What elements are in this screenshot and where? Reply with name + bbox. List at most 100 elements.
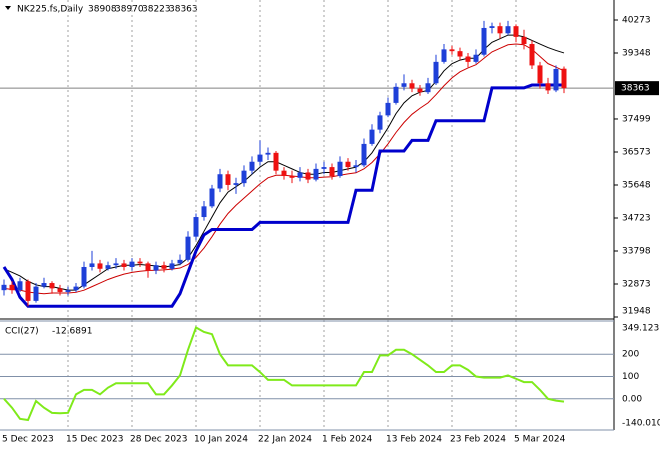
candle-body xyxy=(153,265,159,271)
candle-body xyxy=(297,172,303,178)
candle-body xyxy=(57,288,63,292)
y-tick-label: 34723 xyxy=(622,214,651,224)
price-label: 38363 xyxy=(621,84,650,94)
candle-body xyxy=(449,49,455,52)
candle-body xyxy=(329,167,335,177)
candle-body xyxy=(401,83,407,87)
ohlc-low: 38223 xyxy=(142,5,171,15)
cci-line xyxy=(3,326,565,422)
candle-body xyxy=(353,165,359,168)
ohlc-open: 38908 xyxy=(88,5,117,15)
candle-body xyxy=(81,266,87,287)
candle-body xyxy=(345,161,351,168)
candle-body xyxy=(273,152,279,171)
candle-body xyxy=(217,174,223,189)
indicator-line xyxy=(3,34,565,291)
candle-body xyxy=(441,49,447,62)
candle-body xyxy=(137,261,143,264)
candle-body xyxy=(73,286,79,291)
candle-body xyxy=(9,284,15,291)
candle-body xyxy=(457,51,463,57)
candle-body xyxy=(89,263,95,267)
menu-arrow xyxy=(5,6,11,10)
candle-body xyxy=(169,263,175,269)
candle-body xyxy=(33,286,39,301)
candle-body xyxy=(481,27,487,55)
y-tick-label: 0.00 xyxy=(622,394,642,404)
x-tick-label: 5 Dec 2023 xyxy=(2,435,54,445)
x-tick-label: 1 Feb 2024 xyxy=(322,435,373,445)
candle-body xyxy=(417,88,423,93)
candle-body xyxy=(265,152,271,155)
candle-body xyxy=(393,86,399,103)
candle-body xyxy=(409,83,415,89)
y-tick-label: 100 xyxy=(622,372,639,382)
candle-body xyxy=(545,83,551,91)
candle-body xyxy=(385,102,391,116)
candle-body xyxy=(97,263,103,269)
candle-body xyxy=(361,143,367,166)
candle-body xyxy=(241,170,247,184)
candle-body xyxy=(113,263,119,266)
candle-body xyxy=(553,68,559,91)
candle-body xyxy=(65,290,71,292)
indicator-title: CCI(27) xyxy=(5,327,39,337)
y-tick-label: 200 xyxy=(622,350,639,360)
y-tick-label: 36573 xyxy=(622,148,651,158)
candle-body xyxy=(489,26,495,28)
candle-body xyxy=(49,283,55,289)
symbol-title: NK225.fs,Daily xyxy=(17,5,84,15)
candle-body xyxy=(257,154,263,162)
x-tick-label: 5 Mar 2024 xyxy=(514,435,566,445)
candle-body xyxy=(497,26,503,34)
candle-body xyxy=(161,265,167,269)
candle-body xyxy=(1,284,7,291)
candle-body xyxy=(337,161,343,177)
candle-body xyxy=(513,26,519,37)
candle-body xyxy=(465,56,471,62)
candle-body xyxy=(529,44,535,66)
candle-body xyxy=(145,263,151,271)
candle-body xyxy=(313,168,319,180)
y-tick-label: 33798 xyxy=(622,247,651,257)
candle-body xyxy=(201,206,207,218)
x-tick-label: 13 Feb 2024 xyxy=(386,435,442,445)
y-tick-label: 40273 xyxy=(622,16,651,26)
y-tick-label: 349.1237 xyxy=(622,324,660,334)
candle-body xyxy=(369,129,375,144)
candle-body xyxy=(209,188,215,207)
candle-body xyxy=(249,161,255,171)
candle-body xyxy=(377,115,383,130)
candle-body xyxy=(537,65,543,84)
y-tick-label: -140.010 xyxy=(622,419,660,429)
candle-body xyxy=(233,183,239,185)
y-tick-label: 37499 xyxy=(622,114,651,124)
candle-body xyxy=(281,170,287,177)
candle-body xyxy=(185,236,191,260)
indicator-value: -12.6891 xyxy=(52,327,92,337)
candle-body xyxy=(521,36,527,45)
candle-body xyxy=(41,283,47,287)
candle-body xyxy=(25,281,31,301)
price-label-box xyxy=(615,81,659,96)
candle-body xyxy=(225,174,231,185)
candle-body xyxy=(321,167,327,169)
candle-body xyxy=(17,281,23,291)
candle-body xyxy=(289,176,295,178)
x-tick-label: 23 Feb 2024 xyxy=(450,435,506,445)
x-tick-label: 15 Dec 2023 xyxy=(66,435,124,445)
ohlc-close: 38363 xyxy=(169,5,198,15)
candle-body xyxy=(177,259,183,264)
y-tick-label: 31948 xyxy=(622,307,651,317)
candle-body xyxy=(121,263,127,267)
x-tick-label: 28 Dec 2023 xyxy=(130,435,188,445)
candle-body xyxy=(425,83,431,93)
candle-body xyxy=(105,265,111,269)
candle-body xyxy=(505,26,511,34)
candle-body xyxy=(193,217,199,237)
candle-body xyxy=(473,54,479,62)
y-tick-label: 32873 xyxy=(622,280,651,290)
candle-body xyxy=(433,61,439,84)
ohlc-high: 38970 xyxy=(115,5,144,15)
